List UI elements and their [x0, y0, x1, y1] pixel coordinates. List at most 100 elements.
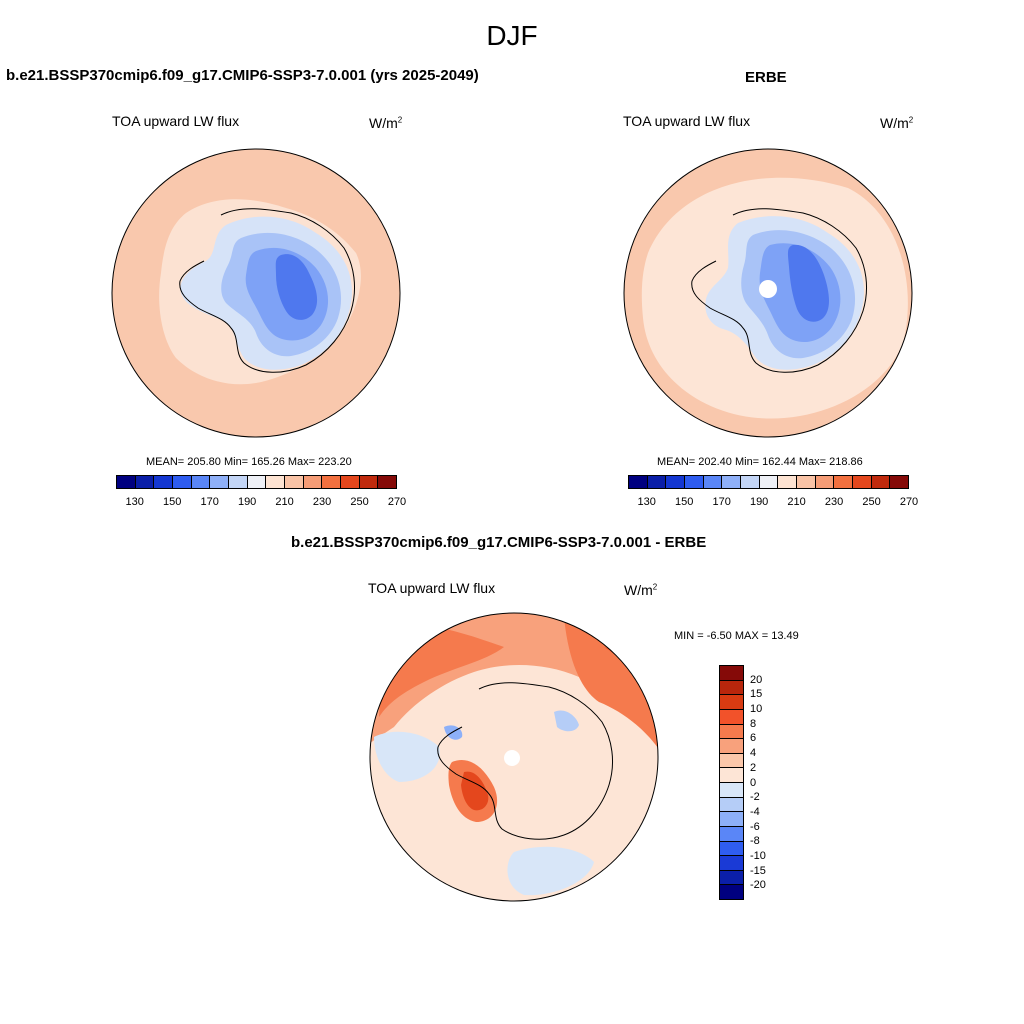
colorbar-segment: [720, 841, 743, 857]
colorbar-tick-label: 2: [750, 761, 757, 774]
model-panel-title: b.e21.BSSP370cmip6.f09_g17.CMIP6-SSP3-7.…: [6, 67, 479, 84]
model-stats: MEAN= 205.80 Min= 165.26 Max= 223.20: [146, 456, 352, 468]
colorbar-segment: [720, 680, 743, 696]
diff-panel-title: b.e21.BSSP370cmip6.f09_g17.CMIP6-SSP3-7.…: [291, 534, 707, 551]
model-coastline: [179, 208, 356, 373]
colorbar-segment: [720, 724, 743, 740]
colorbar-segment: [720, 768, 743, 783]
colorbar-tick-label: 10: [750, 703, 763, 716]
colorbar-tick-label: 0: [750, 776, 757, 789]
colorbar-tick-label: 210: [275, 496, 294, 508]
colorbar-segment: [720, 885, 743, 899]
colorbar-segment: [191, 476, 211, 488]
colorbar-segment: [247, 476, 267, 488]
colorbar-segment: [834, 476, 854, 488]
obs-map-boundary: [623, 148, 913, 438]
colorbar-tick-label: 190: [237, 496, 257, 508]
colorbar-segment: [890, 476, 909, 488]
colorbar-segment: [722, 476, 742, 488]
obs-missing-data-hole: [759, 280, 777, 298]
diff-map-boundary: [369, 612, 659, 902]
colorbar-tick-label: 230: [824, 496, 844, 508]
colorbar-tick-label: 8: [750, 717, 757, 730]
model-colorbar: [116, 475, 397, 489]
colorbar-tick-label: 15: [750, 688, 763, 701]
colorbar-segment: [853, 476, 872, 488]
colorbar-segment: [720, 783, 743, 798]
colorbar-tick-label: 170: [712, 496, 731, 508]
colorbar-tick-label: 210: [787, 496, 806, 508]
colorbar-tick-label: 250: [862, 496, 881, 508]
colorbar-segment: [720, 709, 743, 725]
colorbar-segment: [720, 856, 743, 871]
model-polar-map: [111, 148, 401, 438]
colorbar-segment: [135, 476, 155, 488]
colorbar-segment: [741, 476, 760, 488]
colorbar-tick-label: -8: [750, 835, 760, 848]
colorbar-segment: [720, 870, 743, 886]
obs-variable-label: TOA upward LW flux: [623, 113, 751, 129]
diff-colorbar-ticks: 20 15 10 8 6 4 2 0 -2 -4 -6 -8 -10 -15 -20: [750, 665, 780, 900]
colorbar-segment: [720, 666, 743, 681]
colorbar-tick-label: 150: [675, 496, 694, 508]
obs-coastline: [691, 208, 868, 373]
diff-units-label: W/m2: [624, 582, 658, 598]
model-units-label: W/m2: [369, 115, 403, 131]
colorbar-segment: [303, 476, 323, 488]
colorbar-tick-label: 20: [750, 673, 763, 686]
colorbar-segment: [685, 476, 704, 488]
colorbar-segment: [797, 476, 816, 488]
colorbar-segment: [647, 476, 667, 488]
colorbar-tick-label: 6: [750, 732, 757, 745]
colorbar-segment: [720, 695, 743, 710]
colorbar-tick-label: 250: [350, 496, 369, 508]
colorbar-tick-label: -4: [750, 805, 760, 818]
colorbar-segment: [759, 476, 779, 488]
colorbar-tick-label: 130: [637, 496, 656, 508]
colorbar-tick-label: -6: [750, 820, 760, 833]
colorbar-segment: [266, 476, 286, 488]
colorbar-tick-label: -2: [750, 791, 760, 804]
model-plateau-core: [275, 254, 318, 320]
obs-colorbar-ticks: 130 150 170 190 210 230 250 270: [628, 496, 919, 510]
colorbar-tick-label: 4: [750, 747, 757, 760]
colorbar-tick-label: 270: [899, 496, 919, 508]
diff-negative-west-patch: [374, 731, 440, 782]
colorbar-segment: [815, 476, 835, 488]
colorbar-segment: [322, 476, 342, 488]
colorbar-segment: [117, 476, 136, 488]
model-map-boundary: [111, 148, 401, 438]
colorbar-tick-label: 230: [312, 496, 332, 508]
colorbar-segment: [229, 476, 248, 488]
diff-missing-data-hole: [504, 750, 520, 766]
obs-plateau-core: [787, 244, 829, 322]
colorbar-tick-label: -15: [750, 864, 766, 877]
model-colorbar-ticks: 130 150 170 190 210 230 250 270: [116, 496, 407, 510]
obs-colorbar: [628, 475, 909, 489]
obs-polar-map: [623, 148, 913, 438]
colorbar-segment: [720, 753, 743, 769]
diff-min-max: MIN = -6.50 MAX = 13.49: [674, 630, 799, 642]
diff-colorbar: [719, 665, 744, 900]
colorbar-segment: [666, 476, 686, 488]
colorbar-segment: [629, 476, 648, 488]
colorbar-segment: [871, 476, 891, 488]
colorbar-tick-label: 130: [125, 496, 144, 508]
colorbar-segment: [378, 476, 397, 488]
colorbar-tick-label: 170: [200, 496, 219, 508]
colorbar-segment: [173, 476, 192, 488]
diff-negative-south-patch: [507, 846, 594, 896]
diff-coastline: [437, 682, 614, 840]
colorbar-segment: [154, 476, 174, 488]
model-variable-label: TOA upward LW flux: [112, 113, 240, 129]
colorbar-tick-label: -10: [750, 849, 766, 862]
colorbar-segment: [341, 476, 360, 488]
colorbar-segment: [720, 812, 743, 827]
colorbar-segment: [210, 476, 230, 488]
figure-title: DJF: [486, 20, 538, 51]
obs-units-label: W/m2: [880, 115, 914, 131]
colorbar-tick-label: 150: [163, 496, 182, 508]
colorbar-segment: [285, 476, 304, 488]
colorbar-segment: [359, 476, 379, 488]
obs-stats: MEAN= 202.40 Min= 162.44 Max= 218.86: [657, 456, 863, 468]
